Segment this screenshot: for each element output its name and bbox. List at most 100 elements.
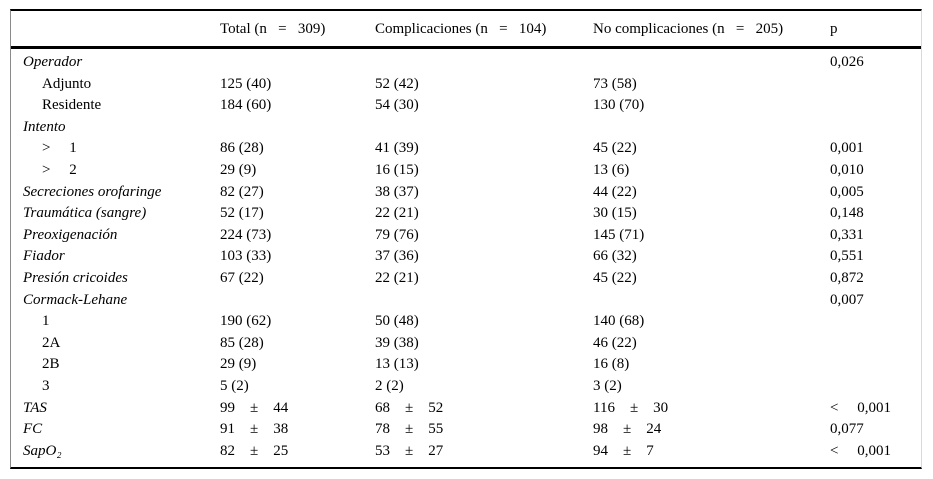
cell-no-complicaciones: 13 (6): [593, 161, 630, 178]
row-label: > 1: [42, 140, 77, 157]
cell-complicaciones: 78 ± 55: [375, 421, 444, 438]
table-row: Traumática (sangre) 52 (17) 22 (21) 30 (15)…: [11, 203, 921, 225]
cell-total: 29 (9): [220, 356, 257, 373]
table-row: 1 190 (62) 50 (48) 140 (68): [11, 311, 921, 333]
row-label: 1: [42, 313, 50, 330]
row-label: SapO₂: [23, 442, 62, 459]
cell-complicaciones: 54 (30): [375, 97, 419, 114]
cell-total: 67 (22): [220, 269, 264, 286]
cell-complicaciones: 22 (21): [375, 269, 419, 286]
row-label: Secreciones orofaringe: [23, 183, 162, 200]
table-row: Intento: [11, 117, 921, 139]
row-label: Cormack-Lehane: [23, 291, 128, 308]
header-cell-total: Total (n = 309): [220, 21, 326, 37]
table-row: SapO₂ 82 ± 25 53 ± 27 94 ± 7 < 0,001: [11, 441, 921, 463]
cell-p-value: 0,005: [830, 183, 864, 200]
cell-total: 82 ± 25: [220, 442, 289, 459]
table-row: Secreciones orofaringe 82 (27) 38 (37) 44 (…: [11, 182, 921, 204]
table-row: 2A 85 (28) 39 (38) 46 (22): [11, 333, 921, 355]
cell-complicaciones: 50 (48): [375, 313, 419, 330]
cell-no-complicaciones: 116 ± 30: [593, 399, 669, 416]
cell-p-value: 0,007: [830, 291, 864, 308]
cell-no-complicaciones: 16 (8): [593, 356, 630, 373]
cell-total: 29 (9): [220, 161, 257, 178]
cell-complicaciones: 79 (76): [375, 226, 419, 243]
cell-no-complicaciones: 66 (32): [593, 248, 637, 265]
row-label: Traumática (sangre): [23, 205, 147, 222]
header-cell-p-value: p: [830, 21, 838, 37]
row-label: 3: [42, 377, 50, 394]
table-row: FC 91 ± 38 78 ± 55 98 ± 24 0,077: [11, 419, 921, 441]
table-row: > 1 86 (28) 41 (39) 45 (22) 0,001: [11, 138, 921, 160]
cell-complicaciones: 38 (37): [375, 183, 419, 200]
cell-no-complicaciones: 30 (15): [593, 205, 637, 222]
cell-no-complicaciones: 145 (71): [593, 226, 645, 243]
cell-no-complicaciones: 94 ± 7: [593, 442, 654, 459]
row-label: FC: [23, 421, 43, 438]
cell-complicaciones: 13 (13): [375, 356, 419, 373]
cell-p-value: 0,010: [830, 161, 864, 178]
table-header-row: Total (n = 309) Complicaciones (n = 104)…: [11, 11, 921, 49]
cell-p-value: 0,551: [830, 248, 864, 265]
cell-p-value: 0,001: [830, 140, 864, 157]
table-row: Cormack-Lehane 0,007: [11, 290, 921, 312]
cell-total: 91 ± 38: [220, 421, 289, 438]
cell-p-value: 0,872: [830, 269, 864, 286]
cell-total: 99 ± 44: [220, 399, 289, 416]
cell-total: 52 (17): [220, 205, 264, 222]
cell-p-value: < 0,001: [830, 399, 891, 416]
header-cell-complicaciones: Complicaciones (n = 104): [375, 21, 547, 37]
row-label: Presión cricoides: [23, 269, 128, 286]
cell-p-value: < 0,001: [830, 442, 891, 459]
table-row: 2B 29 (9) 13 (13) 16 (8): [11, 354, 921, 376]
cell-no-complicaciones: 3 (2): [593, 377, 622, 394]
row-label: Preoxigenación: [23, 226, 118, 243]
cell-total: 184 (60): [220, 97, 272, 114]
cell-p-value: 0,026: [830, 54, 864, 70]
table-row: Fiador 103 (33) 37 (36) 66 (32) 0,551: [11, 246, 921, 268]
cell-total: 224 (73): [220, 226, 272, 243]
table-row: Preoxigenación 224 (73) 79 (76) 145 (71) 0,3…: [11, 225, 921, 247]
table-row: 3 5 (2) 2 (2) 3 (2): [11, 376, 921, 398]
cell-p-value: 0,077: [830, 421, 864, 438]
cell-total: 125 (40): [220, 75, 272, 92]
cell-no-complicaciones: 98 ± 24: [593, 421, 662, 438]
row-label: TAS: [23, 399, 47, 416]
row-label: Residente: [42, 97, 102, 114]
header-cell-variable: [11, 17, 210, 33]
row-label: Intento: [23, 118, 66, 135]
table-row: TAS 99 ± 44 68 ± 52 116 ± 30 < 0,001: [11, 398, 921, 420]
cell-complicaciones: 68 ± 52: [375, 399, 444, 416]
cell-complicaciones: 41 (39): [375, 140, 419, 157]
cell-complicaciones: 2 (2): [375, 377, 404, 394]
cell-no-complicaciones: 46 (22): [593, 334, 637, 351]
cell-no-complicaciones: 44 (22): [593, 183, 637, 200]
cell-no-complicaciones: 130 (70): [593, 97, 645, 114]
cell-complicaciones: 39 (38): [375, 334, 419, 351]
cell-no-complicaciones: 45 (22): [593, 269, 637, 286]
row-label: Fiador: [23, 248, 65, 265]
table-row: Presión cricoides 67 (22) 22 (21) 45 (22) 0,…: [11, 268, 921, 290]
cell-complicaciones: 16 (15): [375, 161, 419, 178]
cell-total: 86 (28): [220, 140, 264, 157]
cell-p-value: 0,148: [830, 205, 864, 222]
cell-complicaciones: 53 ± 27: [375, 442, 444, 459]
cell-total: 85 (28): [220, 334, 264, 351]
clinical-stats-table: Total (n = 309) Complicaciones (n = 104)…: [10, 9, 922, 470]
row-label: 2B: [42, 356, 60, 373]
cell-complicaciones: 52 (42): [375, 75, 419, 92]
table-row: > 2 29 (9) 16 (15) 13 (6) 0,010: [11, 160, 921, 182]
cell-complicaciones: 22 (21): [375, 205, 419, 222]
row-label: 2A: [42, 334, 61, 351]
row-label: > 2: [42, 161, 77, 178]
cell-total: 5 (2): [220, 377, 249, 394]
cell-total: 103 (33): [220, 248, 272, 265]
cell-complicaciones: 37 (36): [375, 248, 419, 265]
cell-no-complicaciones: 140 (68): [593, 313, 645, 330]
cell-total: 82 (27): [220, 183, 264, 200]
table-row: Residente 184 (60) 54 (30) 130 (70): [11, 95, 921, 117]
row-label: Operador: [23, 54, 83, 70]
table-row: Adjunto 125 (40) 52 (42) 73 (58): [11, 74, 921, 96]
row-label: Adjunto: [42, 75, 92, 92]
cell-no-complicaciones: 45 (22): [593, 140, 637, 157]
